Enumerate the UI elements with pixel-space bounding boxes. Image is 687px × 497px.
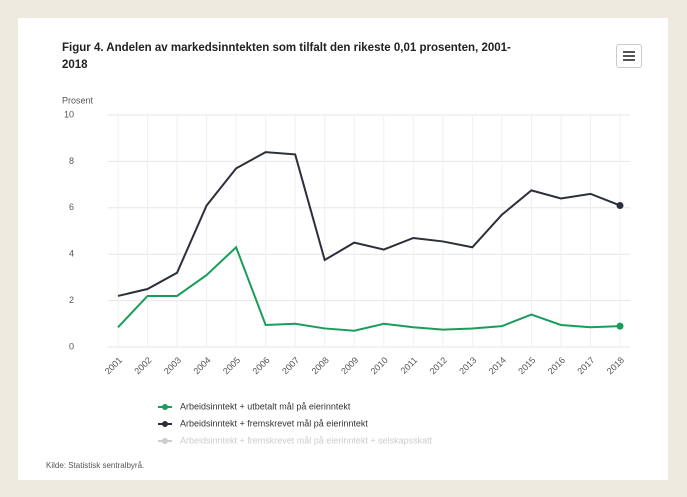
- x-tick-label: 2005: [221, 355, 242, 376]
- x-tick-label: 2012: [428, 355, 449, 376]
- chart-title: Figur 4. Andelen av markedsinntekten som…: [62, 42, 511, 71]
- end-marker: [616, 322, 624, 330]
- legend-label[interactable]: Arbeidsinntekt + fremskrevet mål på eier…: [180, 435, 433, 445]
- x-tick-label: 2008: [310, 355, 331, 376]
- y-tick-label: 10: [64, 109, 74, 119]
- line: [117, 245, 621, 332]
- source: Kilde: Statistisk sentralbyrå.: [46, 461, 144, 470]
- x-tick-label: 2018: [605, 355, 626, 376]
- x-tick-label: 2016: [546, 355, 567, 376]
- x-tick-label: 2017: [575, 355, 596, 376]
- y-tick-label: 8: [69, 156, 74, 166]
- x-tick-label: 2013: [457, 355, 478, 376]
- end-marker: [616, 201, 624, 209]
- x-tick-label: 2015: [516, 355, 537, 376]
- x-tick-label: 2014: [487, 355, 508, 376]
- y-tick-label: 2: [69, 295, 74, 305]
- legend-label[interactable]: Arbeidsinntekt + fremskrevet mål på eier…: [180, 418, 368, 428]
- y-axis-label: Prosent: [62, 95, 94, 105]
- y-tick-label: 6: [69, 202, 74, 212]
- y-tick-label: 4: [69, 249, 74, 259]
- x-tick-label: 2003: [162, 355, 183, 376]
- x-tick-label: 2001: [103, 355, 124, 376]
- menu-button[interactable]: [616, 44, 642, 68]
- x-tick-label: 2004: [191, 355, 212, 376]
- y-tick-label: 0: [69, 341, 74, 351]
- legend-marker: [162, 404, 168, 410]
- legend-marker: [162, 438, 168, 444]
- legend-label[interactable]: Arbeidsinntekt + utbetalt mål på eierinn…: [180, 401, 351, 411]
- legend-marker: [162, 421, 168, 427]
- x-tick-label: 2011: [399, 355, 420, 376]
- x-tick-label: 2009: [339, 355, 360, 376]
- x-tick-label: 2002: [132, 355, 153, 376]
- line: [117, 151, 621, 297]
- x-tick-label: 2006: [251, 355, 272, 376]
- x-tick-label: 2007: [280, 355, 301, 376]
- x-tick-label: 2010: [369, 355, 390, 376]
